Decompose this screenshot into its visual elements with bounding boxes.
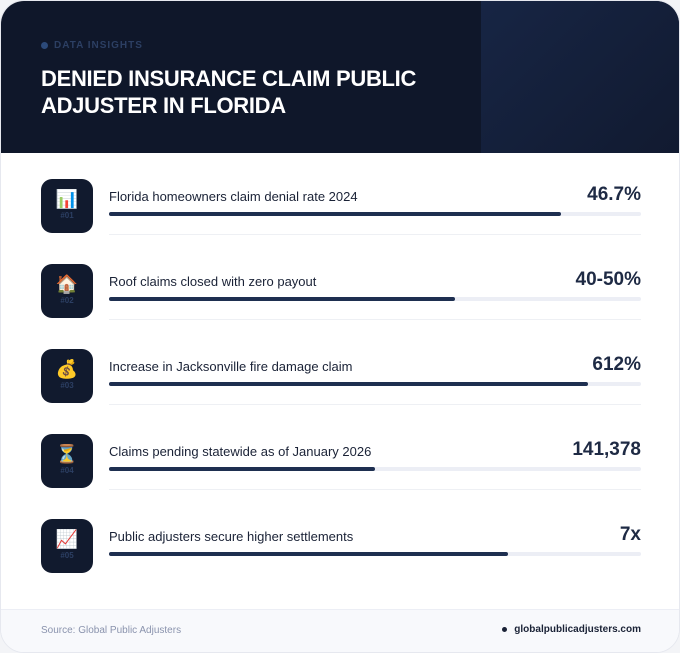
- divider: [109, 234, 641, 235]
- house-icon: 🏠: [55, 274, 79, 294]
- icon-box: ⏳ #04: [41, 434, 93, 488]
- footer: Source: Global Public Adjusters globalpu…: [1, 609, 679, 652]
- dot-icon: [502, 627, 508, 632]
- site-text: globalpublicadjusters.com: [514, 624, 641, 635]
- divider: [109, 404, 641, 405]
- stat-number: #01: [60, 211, 74, 220]
- bar-chart-icon: 📊: [55, 189, 79, 209]
- stat-row: 📊 #01 Florida homeowners claim denial rat…: [41, 179, 641, 233]
- page-title: DENIED INSURANCE CLAIM PUBLIC ADJUSTER I…: [41, 66, 417, 118]
- stat-number: #02: [60, 296, 74, 305]
- stat-label: Florida homeowners claim denial rate 202…: [109, 189, 358, 204]
- hourglass-icon: ⏳: [55, 444, 79, 464]
- header: DATA INSIGHTS DENIED INSURANCE CLAIM PUB…: [1, 1, 679, 153]
- dot-icon: [41, 42, 48, 49]
- stat-value: 7x: [619, 524, 641, 545]
- progress-track: [109, 467, 641, 471]
- icon-box: 📈 #05: [41, 519, 93, 573]
- stat-row: ⏳ #04 Claims pending statewide as of Janu…: [41, 434, 641, 488]
- icon-box: 📊 #01: [41, 179, 93, 233]
- progress-fill: [109, 382, 588, 386]
- kicker-text: DATA INSIGHTS: [54, 40, 143, 51]
- stat-label: Increase in Jacksonville fire damage cla…: [109, 359, 353, 374]
- progress-fill: [109, 467, 375, 471]
- stat-label: Public adjusters secure higher settlemen…: [109, 529, 354, 544]
- site-link[interactable]: globalpublicadjusters.com: [502, 624, 641, 635]
- icon-box: 🏠 #02: [41, 264, 93, 318]
- progress-fill: [109, 297, 455, 301]
- progress-fill: [109, 212, 562, 216]
- header-decoration: [481, 1, 679, 153]
- stat-number: #05: [60, 551, 74, 560]
- stat-label: Claims pending statewide as of January 2…: [109, 444, 372, 459]
- progress-track: [109, 382, 641, 386]
- stat-value: 612%: [592, 354, 641, 375]
- stat-number: #04: [60, 466, 74, 475]
- trend-up-icon: 📈: [55, 529, 79, 549]
- divider: [109, 489, 641, 490]
- money-bag-icon: 💰: [55, 359, 79, 379]
- progress-fill: [109, 552, 508, 556]
- stat-row: 💰 #03 Increase in Jacksonville fire damag…: [41, 349, 641, 403]
- progress-track: [109, 552, 641, 556]
- stat-number: #03: [60, 381, 74, 390]
- stat-row: 🏠 #02 Roof claims closed with zero payout…: [41, 264, 641, 318]
- stat-value: 40-50%: [575, 269, 642, 290]
- icon-box: 💰 #03: [41, 349, 93, 403]
- source-text: Source: Global Public Adjusters: [41, 625, 182, 636]
- progress-track: [109, 212, 641, 216]
- kicker: DATA INSIGHTS: [41, 40, 143, 51]
- divider: [109, 319, 641, 320]
- stat-label: Roof claims closed with zero payout: [109, 274, 317, 289]
- stat-value: 46.7%: [587, 184, 641, 205]
- progress-track: [109, 297, 641, 301]
- stat-value: 141,378: [572, 439, 641, 460]
- stat-row: 📈 #05 Public adjusters secure higher sett…: [41, 519, 641, 573]
